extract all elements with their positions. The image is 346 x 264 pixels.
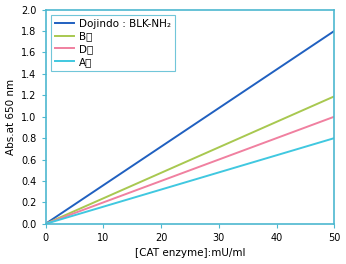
D社 xyxy=(44,222,48,225)
Dojindo : BLK-NH₂: (48.8, 1.76): BLK-NH₂: (48.8, 1.76) xyxy=(325,34,329,37)
B社 xyxy=(280,118,284,121)
Dojindo : BLK-NH₂: (50, 1.8): BLK-NH₂: (50, 1.8) xyxy=(332,29,336,32)
D社 xyxy=(215,158,219,162)
Legend: Dojindo : BLK-NH₂, B社, D社, A社: Dojindo : BLK-NH₂, B社, D社, A社 xyxy=(51,15,175,71)
Line: A社: A社 xyxy=(46,138,334,224)
A社 xyxy=(181,182,185,185)
Dojindo : BLK-NH₂: (27.1, 0.974): BLK-NH₂: (27.1, 0.974) xyxy=(200,118,204,121)
Dojindo : BLK-NH₂: (41, 1.48): BLK-NH₂: (41, 1.48) xyxy=(280,64,284,67)
B社 xyxy=(215,146,219,149)
X-axis label: [CAT enzyme]:mU/ml: [CAT enzyme]:mU/ml xyxy=(135,248,245,258)
Line: B社: B社 xyxy=(46,96,334,224)
B社 xyxy=(200,153,204,157)
D社 xyxy=(280,134,284,138)
A社 xyxy=(325,139,329,142)
A社 xyxy=(332,136,336,140)
D社 xyxy=(325,118,329,121)
Dojindo : BLK-NH₂: (23.7, 0.855): BLK-NH₂: (23.7, 0.855) xyxy=(181,131,185,134)
A社 xyxy=(215,171,219,175)
D社 xyxy=(200,164,204,167)
A社 xyxy=(280,152,284,155)
A社 xyxy=(44,222,48,225)
Y-axis label: Abs.at 650 nm: Abs.at 650 nm xyxy=(6,79,16,155)
A社 xyxy=(182,181,186,184)
A社 xyxy=(200,176,204,179)
D社 xyxy=(332,115,336,118)
Dojindo : BLK-NH₂: (29.8, 1.07): BLK-NH₂: (29.8, 1.07) xyxy=(215,107,219,111)
Line: Dojindo : BLK-NH₂: Dojindo : BLK-NH₂ xyxy=(46,31,334,224)
Dojindo : BLK-NH₂: (24, 0.866): BLK-NH₂: (24, 0.866) xyxy=(182,130,186,133)
B社 xyxy=(325,98,329,101)
D社 xyxy=(182,171,186,174)
B社 xyxy=(332,95,336,98)
Line: D社: D社 xyxy=(46,117,334,224)
B社 xyxy=(44,222,48,225)
D社 xyxy=(181,171,185,175)
B社 xyxy=(182,161,186,164)
Dojindo : BLK-NH₂: (0, 0): BLK-NH₂: (0, 0) xyxy=(44,222,48,225)
B社 xyxy=(181,162,185,165)
